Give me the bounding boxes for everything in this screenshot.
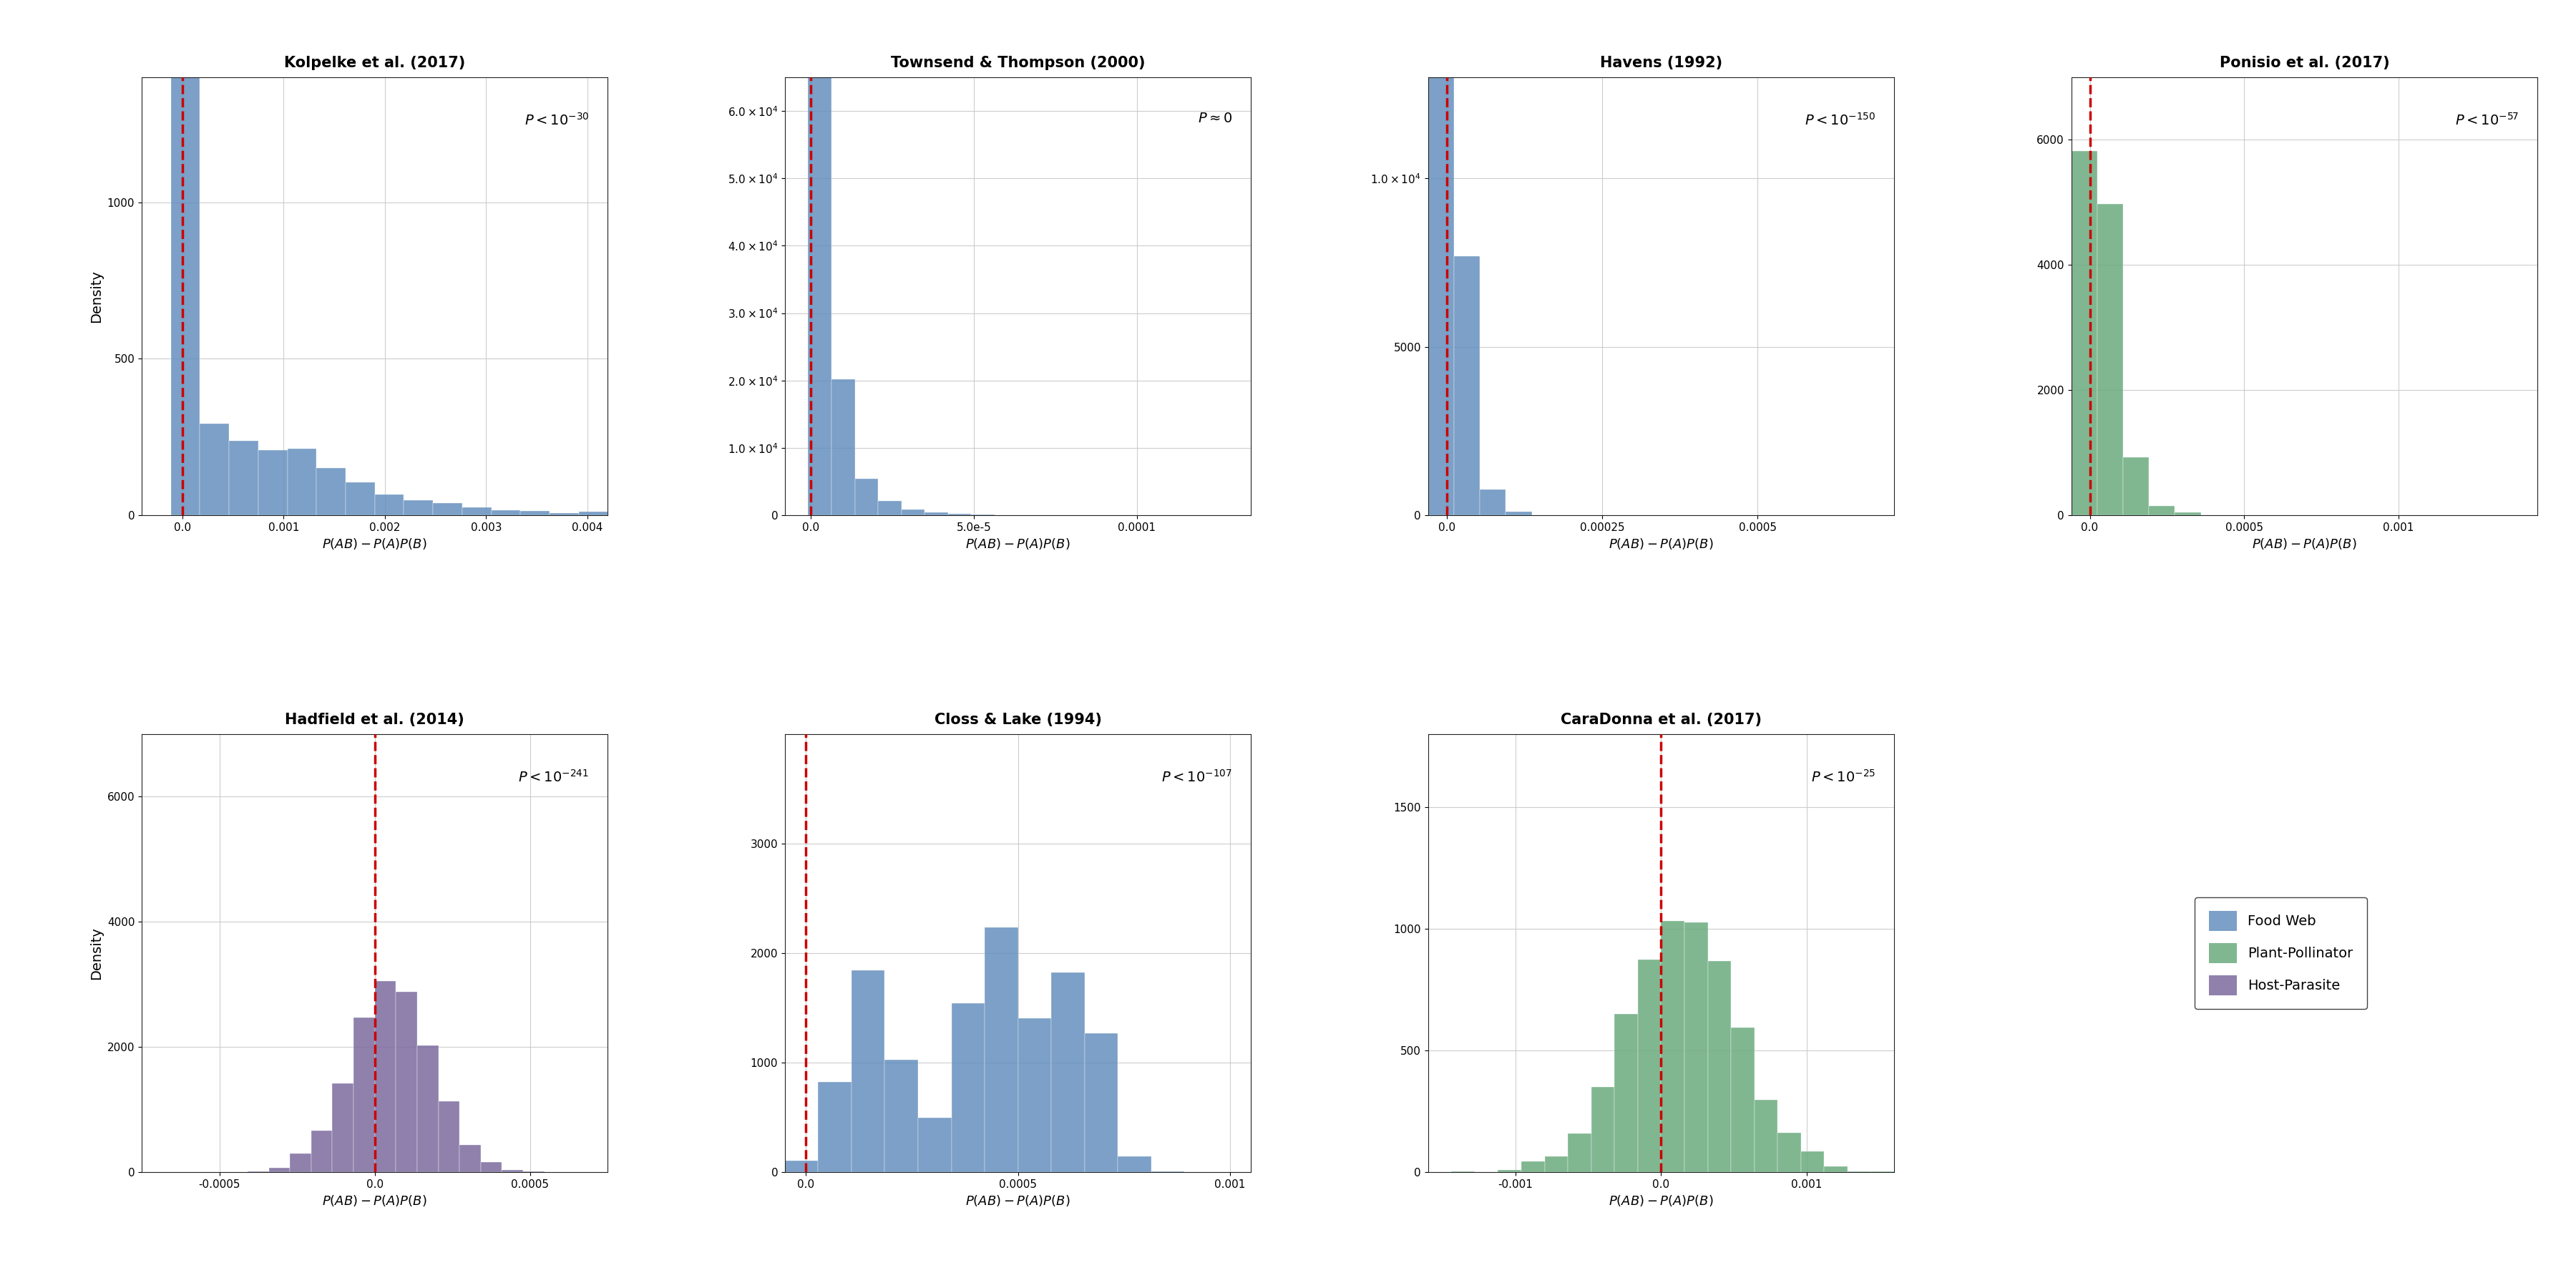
Bar <box>502 1170 523 1172</box>
Bar <box>1453 256 1479 515</box>
Text: $P<10^{-241}$: $P<10^{-241}$ <box>518 769 590 784</box>
Bar <box>902 509 925 515</box>
Bar <box>1084 1033 1118 1172</box>
Bar <box>2123 457 2148 515</box>
Bar <box>917 1118 951 1172</box>
Bar <box>397 992 417 1172</box>
Bar <box>549 513 580 515</box>
X-axis label: $P(AB) - P(A)P(B)$: $P(AB) - P(A)P(B)$ <box>966 1194 1072 1208</box>
Bar <box>1569 1133 1592 1172</box>
Bar <box>2097 204 2123 515</box>
Bar <box>492 510 520 515</box>
Bar <box>1801 1151 1824 1172</box>
Bar <box>404 500 433 515</box>
Text: $P\approx0$: $P\approx0$ <box>1198 112 1231 125</box>
Bar <box>229 440 258 515</box>
Title: Closs & Lake (1994): Closs & Lake (1994) <box>935 712 1103 728</box>
X-axis label: $P(AB) - P(A)P(B)$: $P(AB) - P(A)P(B)$ <box>322 537 428 551</box>
Bar <box>332 1083 353 1172</box>
Bar <box>438 1101 459 1172</box>
X-axis label: $P(AB) - P(A)P(B)$: $P(AB) - P(A)P(B)$ <box>2251 537 2357 551</box>
Bar <box>433 504 461 515</box>
Bar <box>1427 0 1453 515</box>
Bar <box>984 927 1018 1172</box>
Bar <box>1499 1170 1522 1172</box>
Title: Havens (1992): Havens (1992) <box>1600 55 1723 71</box>
Bar <box>258 450 289 515</box>
X-axis label: $P(AB) - P(A)P(B)$: $P(AB) - P(A)P(B)$ <box>966 537 1072 551</box>
Bar <box>312 1131 332 1172</box>
Bar <box>345 482 374 515</box>
Bar <box>1777 1133 1801 1172</box>
Bar <box>482 1162 502 1172</box>
Bar <box>925 513 948 515</box>
Bar <box>580 511 608 515</box>
Text: $P<10^{-30}$: $P<10^{-30}$ <box>526 112 590 128</box>
Bar <box>1522 1162 1546 1172</box>
Bar <box>374 981 397 1172</box>
Bar <box>786 1160 819 1172</box>
Bar <box>520 511 549 515</box>
X-axis label: $P(AB) - P(A)P(B)$: $P(AB) - P(A)P(B)$ <box>1607 537 1713 551</box>
Bar <box>855 478 878 515</box>
Y-axis label: Density: Density <box>90 269 103 323</box>
Text: $P<10^{-107}$: $P<10^{-107}$ <box>1162 769 1231 784</box>
Bar <box>374 495 404 515</box>
X-axis label: $P(AB) - P(A)P(B)$: $P(AB) - P(A)P(B)$ <box>322 1194 428 1208</box>
Bar <box>1708 961 1731 1172</box>
Bar <box>291 1154 312 1172</box>
Title: CaraDonna et al. (2017): CaraDonna et al. (2017) <box>1561 712 1762 728</box>
Bar <box>1824 1166 1847 1172</box>
Bar <box>1479 489 1507 515</box>
Bar <box>2174 513 2200 515</box>
Bar <box>2071 151 2097 515</box>
Bar <box>1592 1087 1615 1172</box>
Bar <box>461 507 492 515</box>
Bar <box>1615 1014 1638 1172</box>
Bar <box>317 468 345 515</box>
Bar <box>1118 1157 1151 1172</box>
Bar <box>1731 1028 1754 1172</box>
Bar <box>1685 922 1708 1172</box>
Legend: Food Web, Plant-Pollinator, Host-Parasite: Food Web, Plant-Pollinator, Host-Parasit… <box>2195 898 2367 1009</box>
Bar <box>1051 972 1084 1172</box>
Bar <box>459 1145 482 1172</box>
Bar <box>809 0 832 515</box>
Bar <box>878 501 902 515</box>
Y-axis label: Density: Density <box>90 926 103 980</box>
Bar <box>1662 921 1685 1172</box>
Bar <box>2148 506 2174 515</box>
Bar <box>1018 1019 1051 1172</box>
Bar <box>853 970 884 1172</box>
Bar <box>951 1003 984 1172</box>
Text: $P<10^{-57}$: $P<10^{-57}$ <box>2455 112 2519 128</box>
Bar <box>170 0 201 515</box>
Bar <box>1546 1157 1569 1172</box>
Title: Townsend & Thompson (2000): Townsend & Thompson (2000) <box>891 55 1146 71</box>
Bar <box>268 1168 291 1172</box>
Bar <box>1638 960 1662 1172</box>
Title: Hadfield et al. (2014): Hadfield et al. (2014) <box>286 712 464 728</box>
Text: $P<10^{-150}$: $P<10^{-150}$ <box>1806 112 1875 128</box>
Title: Ponisio et al. (2017): Ponisio et al. (2017) <box>2221 55 2391 71</box>
Bar <box>1754 1100 1777 1172</box>
Text: $P<10^{-25}$: $P<10^{-25}$ <box>1811 769 1875 784</box>
Bar <box>832 380 855 515</box>
X-axis label: $P(AB) - P(A)P(B)$: $P(AB) - P(A)P(B)$ <box>1607 1194 1713 1208</box>
Bar <box>417 1046 438 1172</box>
Bar <box>819 1082 853 1172</box>
Bar <box>948 514 971 515</box>
Bar <box>1507 511 1533 515</box>
Title: Kolpelke et al. (2017): Kolpelke et al. (2017) <box>283 55 466 71</box>
Bar <box>201 424 229 515</box>
Bar <box>353 1018 374 1172</box>
Bar <box>289 448 317 515</box>
Bar <box>884 1060 917 1172</box>
